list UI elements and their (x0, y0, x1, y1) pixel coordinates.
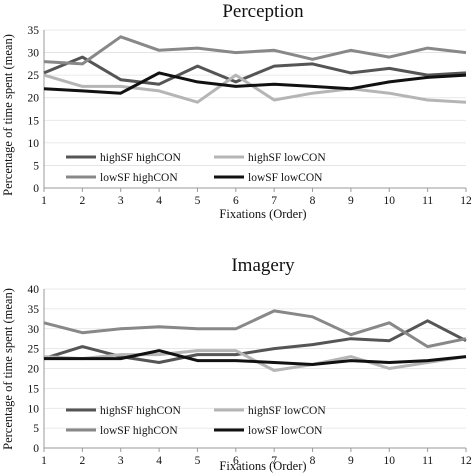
legend-label-1: highSF highCON (100, 405, 182, 417)
series-line-2 (43, 73, 467, 104)
y-axis-label: Percentage of time spent (mean) (1, 34, 15, 196)
y-tick-label: 10 (28, 138, 40, 150)
y-tick-label: 15 (28, 383, 40, 395)
x-axis-label: Fixations (Order) (219, 459, 306, 473)
x-tick-label: 1 (41, 455, 47, 467)
x-tick-label: 12 (460, 455, 472, 467)
x-tick-label: 5 (195, 455, 201, 467)
x-tick-label: 5 (195, 195, 201, 207)
y-tick-label: 30 (28, 324, 40, 336)
x-tick-label: 10 (384, 455, 396, 467)
x-tick-label: 11 (422, 455, 433, 467)
series-line-4 (43, 71, 467, 95)
legend: highSF highCON highSF lowCON lowSF highCON… (66, 405, 326, 437)
y-tick-label: 35 (28, 304, 40, 316)
y-tick-label: 30 (28, 48, 40, 60)
chart-title: Imagery (231, 255, 295, 276)
x-tick-label: 10 (384, 195, 396, 207)
x-tick-label: 8 (310, 195, 316, 207)
legend-label-3: lowSF highCON (100, 425, 178, 437)
x-tick-label: 4 (156, 455, 162, 467)
y-tick-label: 0 (33, 183, 39, 195)
y-tick-label: 25 (28, 344, 40, 356)
x-tick-label: 9 (348, 195, 354, 207)
series-line-3 (43, 35, 467, 66)
y-tick-label: 15 (28, 115, 40, 127)
x-tick-label: 11 (422, 195, 433, 207)
y-tick-label: 10 (28, 403, 40, 415)
chart-title: Perception (222, 1, 304, 22)
legend-label-2: highSF lowCON (248, 405, 326, 417)
legend-label-4: lowSF lowCON (248, 172, 323, 184)
x-tick-label: 7 (271, 455, 277, 467)
y-tick-label: 35 (28, 25, 40, 37)
y-tick-label: 5 (33, 160, 39, 172)
x-tick-label: 7 (271, 195, 277, 207)
legend-label-1: highSF highCON (100, 152, 182, 164)
y-tick-label: 20 (28, 364, 40, 376)
x-tick-label: 9 (348, 455, 354, 467)
y-tick-label: 20 (28, 93, 40, 105)
x-tick-label: 6 (233, 195, 239, 207)
x-tick-label: 3 (118, 455, 124, 467)
y-tick-label: 0 (33, 443, 39, 455)
x-tick-label: 6 (233, 455, 239, 467)
y-tick-label: 25 (28, 70, 40, 82)
y-tick-label: 5 (33, 423, 39, 435)
y-axis-label: Percentage of time spent (mean) (1, 288, 15, 450)
series-line-1 (43, 55, 467, 86)
series-line-3 (43, 309, 467, 349)
x-axis-label: Fixations (Order) (219, 207, 306, 221)
legend-label-3: lowSF highCON (100, 172, 178, 184)
x-tick-label: 12 (460, 195, 472, 207)
x-tick-label: 2 (79, 455, 85, 467)
legend: highSF highCON highSF lowCON lowSF highCON… (66, 152, 326, 184)
y-tick-label: 40 (28, 284, 40, 296)
x-tick-label: 4 (156, 195, 162, 207)
x-tick-label: 8 (310, 455, 316, 467)
series-line-4 (44, 349, 467, 366)
x-tick-label: 1 (41, 195, 47, 207)
legend-label-4: lowSF lowCON (248, 425, 323, 437)
x-tick-label: 3 (118, 195, 124, 207)
legend-label-2: highSF lowCON (248, 152, 326, 164)
x-tick-label: 2 (79, 195, 85, 207)
